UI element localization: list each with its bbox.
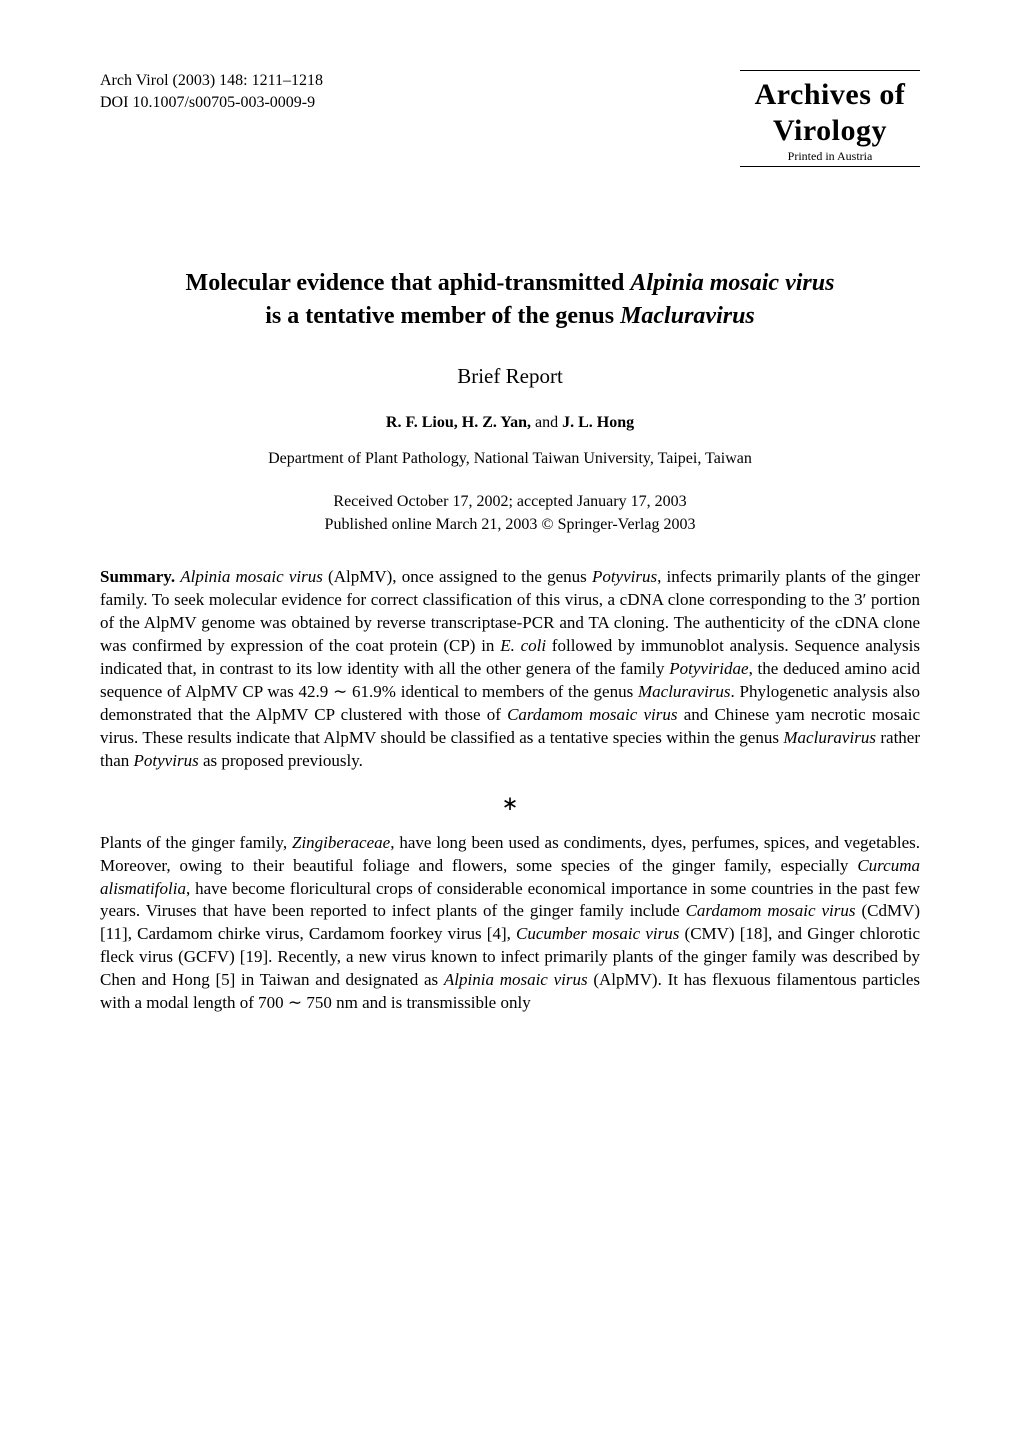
brand-virology: Virology bbox=[740, 116, 920, 146]
title-text-2: is a tentative member of the genus bbox=[265, 303, 620, 329]
journal-doi: DOI 10.1007/s00705-003-0009-9 bbox=[100, 92, 323, 114]
article-title: Molecular evidence that aphid-transmitte… bbox=[100, 267, 920, 334]
brand-printed-in: Printed in Austria bbox=[740, 148, 920, 167]
body-i1: Zingiberaceae bbox=[292, 833, 390, 852]
summary-t2: (AlpMV), once assigned to the genus bbox=[323, 567, 592, 586]
summary-label: Summary. bbox=[100, 567, 175, 586]
summary-i8: Potyvirus bbox=[134, 751, 199, 770]
summary-i4: Potyviridae bbox=[669, 659, 748, 678]
summary-i6: Cardamom mosaic virus bbox=[507, 705, 677, 724]
brand-top-rule bbox=[740, 70, 920, 71]
summary-i7: Macluravirus bbox=[783, 728, 876, 747]
authors-and: and bbox=[531, 414, 562, 431]
summary-i2: Potyvirus bbox=[592, 567, 657, 586]
body-paragraph: Plants of the ginger family, Zingiberace… bbox=[100, 832, 920, 1016]
journal-meta: Arch Virol (2003) 148: 1211–1218 DOI 10.… bbox=[100, 70, 323, 115]
summary-i3: E. coli bbox=[500, 636, 546, 655]
title-italic-1: Alpinia mosaic virus bbox=[630, 270, 834, 296]
journal-brand: Archives of Virology Printed in Austria bbox=[720, 70, 920, 167]
body-i5: Alpinia mosaic virus bbox=[444, 970, 588, 989]
author-1: R. F. Liou, bbox=[386, 414, 458, 431]
publication-dates: Received October 17, 2002; accepted Janu… bbox=[100, 491, 920, 536]
journal-citation: Arch Virol (2003) 148: 1211–1218 bbox=[100, 70, 323, 92]
title-italic-2: Macluravirus bbox=[620, 303, 755, 329]
published-date: Published online March 21, 2003 © Spring… bbox=[100, 514, 920, 536]
received-date: Received October 17, 2002; accepted Janu… bbox=[100, 491, 920, 513]
section-divider-star: ∗ bbox=[100, 791, 920, 818]
summary-t9: as proposed previously. bbox=[199, 751, 363, 770]
summary-i5: Macluravirus bbox=[638, 682, 731, 701]
summary-i1: Alpinia mosaic virus bbox=[180, 567, 323, 586]
page-header: Arch Virol (2003) 148: 1211–1218 DOI 10.… bbox=[100, 70, 920, 167]
title-text-1: Molecular evidence that aphid-transmitte… bbox=[186, 270, 631, 296]
section-label: Brief Report bbox=[100, 362, 920, 390]
body-i3: Cardamom mosaic virus bbox=[686, 901, 856, 920]
body-t1: Plants of the ginger family, bbox=[100, 833, 292, 852]
summary-paragraph: Summary. Alpinia mosaic virus (AlpMV), o… bbox=[100, 566, 920, 772]
author-3: J. L. Hong bbox=[562, 414, 634, 431]
affiliation: Department of Plant Pathology, National … bbox=[100, 448, 920, 470]
body-i4: Cucumber mosaic virus bbox=[516, 924, 679, 943]
authors: R. F. Liou, H. Z. Yan, and J. L. Hong bbox=[100, 412, 920, 434]
brand-archives: Archives of bbox=[740, 75, 920, 116]
author-2: H. Z. Yan, bbox=[458, 414, 531, 431]
